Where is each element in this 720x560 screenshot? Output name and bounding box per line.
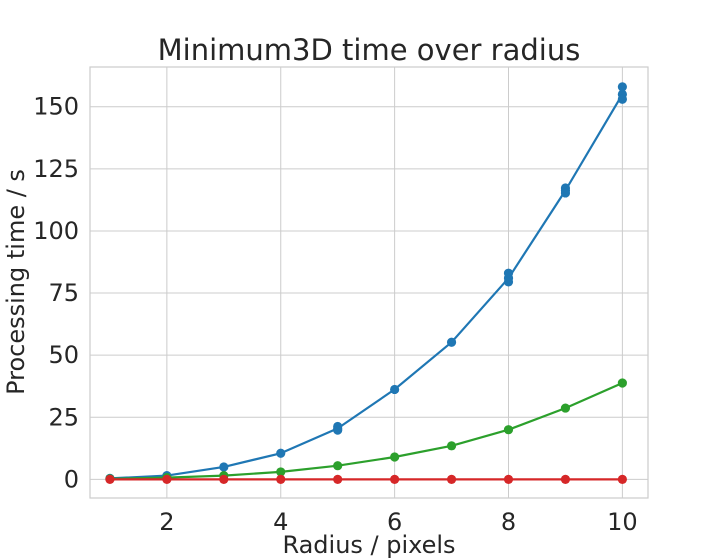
series-1	[105, 82, 627, 483]
data-point	[560, 474, 571, 484]
data-point	[503, 277, 514, 287]
grid-lines	[90, 67, 648, 498]
x-tick-label: 2	[159, 508, 174, 536]
y-tick-label: 125	[33, 155, 79, 183]
x-tick-label: 8	[501, 508, 516, 536]
series-3	[105, 474, 627, 484]
series-line	[109, 93, 624, 480]
data-point	[276, 474, 286, 484]
series-2	[105, 378, 627, 484]
y-axis-label: Processing time / s	[2, 169, 30, 395]
data-point	[276, 467, 286, 477]
y-tick-label: 0	[64, 465, 79, 493]
y-tick-label: 25	[48, 403, 79, 431]
series-line	[109, 381, 623, 480]
y-tick-label: 150	[33, 93, 79, 121]
data-point	[617, 378, 627, 388]
data-point	[333, 461, 343, 471]
plot-series	[105, 82, 627, 484]
data-point	[560, 188, 571, 198]
y-tick-label: 75	[48, 279, 79, 307]
data-point	[219, 462, 229, 472]
x-axis-label: Radius / pixels	[282, 531, 455, 559]
data-point	[446, 474, 457, 484]
data-point	[617, 474, 627, 484]
data-point	[446, 337, 457, 347]
x-tick-label: 4	[273, 508, 288, 536]
data-point	[503, 268, 514, 278]
x-tick-label: 6	[387, 508, 402, 536]
data-point	[503, 474, 514, 484]
y-tick-label: 100	[33, 217, 79, 245]
chart-title: Minimum3D time over radius	[158, 33, 581, 67]
data-point	[617, 94, 627, 104]
data-point	[390, 384, 400, 395]
data-point	[105, 474, 115, 484]
y-tick-label: 50	[48, 341, 79, 369]
data-point	[333, 474, 343, 484]
data-point	[276, 448, 286, 458]
data-point	[390, 452, 400, 462]
data-point	[333, 425, 343, 435]
data-point	[162, 474, 172, 484]
data-point	[560, 403, 571, 413]
data-point	[390, 474, 400, 484]
plot-frame	[89, 66, 649, 499]
x-tick-label: 10	[607, 508, 638, 536]
data-point	[617, 82, 627, 92]
data-point	[219, 474, 229, 484]
data-point	[446, 441, 457, 451]
data-point	[503, 425, 514, 435]
